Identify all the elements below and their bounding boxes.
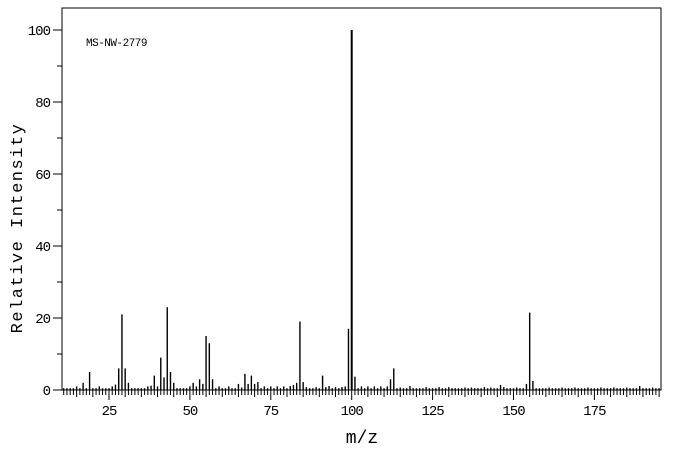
spectrum-id-label: MS-NW-2779	[86, 38, 147, 50]
x-tick-label: 50	[182, 404, 197, 420]
y-tick-label: 80	[35, 96, 50, 112]
spectrum-peaks	[62, 30, 660, 390]
x-tick-label: 75	[263, 404, 278, 420]
y-tick-label: 60	[35, 168, 50, 184]
plot-border	[61, 7, 662, 391]
y-axis-title: Relative Intensity	[9, 123, 28, 334]
y-tick-label: 100	[28, 24, 51, 40]
y-tick-label: 20	[35, 312, 50, 328]
x-tick-label: 25	[102, 404, 117, 420]
x-axis-ticks: 25 50 75 100 125 150 175	[63, 390, 660, 420]
x-tick-label: 125	[421, 404, 444, 420]
y-axis-ticks: 0 20 40 60 80 100	[28, 24, 62, 400]
x-axis-title: m/z	[346, 429, 378, 449]
x-tick-label: 175	[583, 404, 606, 420]
x-tick-label: 150	[502, 404, 525, 420]
x-tick-label: 100	[341, 404, 364, 420]
y-tick-label: 0	[43, 384, 51, 400]
y-tick-label: 40	[35, 240, 50, 256]
